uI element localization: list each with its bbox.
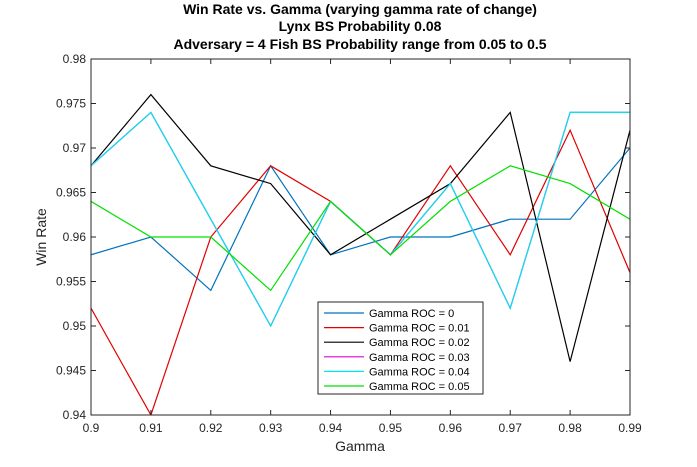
y-tick-label: 0.965 [56,186,86,200]
y-tick-label: 0.98 [63,52,87,66]
x-tick-label: 0.99 [618,421,642,435]
legend-label-1: Gamma ROC = 0.01 [369,323,470,335]
x-tick-label: 0.96 [439,421,463,435]
x-ticks: 0.9 0.91 0.92 0.93 0.94 0.95 0.96 0.97 0.98 0.99 [83,59,642,435]
y-tick-label: 0.955 [56,275,86,289]
y-ticks: 0.94 0.945 0.95 0.955 0.96 0.965 0.97 0.975 0.98 [56,52,630,422]
chart-title-line-1: Win Rate vs. Gamma (varying gamma rate o… [183,1,537,17]
y-axis-label: Win Rate [33,208,49,266]
legend: Gamma ROC = 0 Gamma ROC = 0.01 Gamma ROC =… [317,301,484,395]
y-tick-label: 0.95 [63,319,87,333]
y-tick-label: 0.975 [56,97,86,111]
series-line-0 [91,147,630,292]
chart-title-line-3: Adversary = 4 Fish BS Probability range … [173,36,546,52]
y-tick-label: 0.94 [63,408,87,422]
legend-label-0: Gamma ROC = 0 [369,308,454,320]
legend-label-4: Gamma ROC = 0.04 [369,366,470,378]
x-tick-label: 0.94 [319,421,343,435]
x-tick-label: 0.95 [379,421,403,435]
legend-label-5: Gamma ROC = 0.05 [369,381,470,393]
x-tick-label: 0.98 [558,421,582,435]
y-tick-label: 0.945 [56,364,86,378]
legend-label-2: Gamma ROC = 0.02 [369,337,470,349]
y-tick-label: 0.96 [63,230,87,244]
y-tick-label: 0.97 [63,141,87,155]
x-tick-label: 0.9 [83,421,100,435]
legend-box [317,301,484,395]
chart-title-line-2: Lynx BS Probability 0.08 [279,18,442,34]
x-axis-label: Gamma [335,438,385,454]
x-tick-label: 0.92 [199,421,223,435]
series-line-5 [91,165,630,292]
x-tick-label: 0.91 [139,421,163,435]
x-tick-label: 0.93 [259,421,283,435]
x-tick-label: 0.97 [499,421,523,435]
series-line-2 [91,93,630,362]
series-layer [91,93,630,415]
legend-label-3: Gamma ROC = 0.03 [369,352,470,364]
